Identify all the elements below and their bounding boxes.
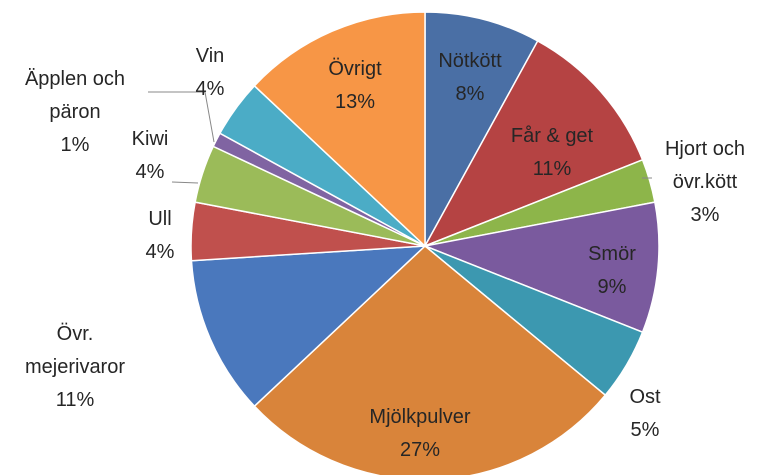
category-label: Smör: [588, 243, 636, 265]
value-label: 11%: [55, 389, 95, 411]
value-label: 9%: [597, 276, 627, 298]
pie-slice: [253, 245, 607, 475]
value-label: 4%: [145, 241, 175, 263]
slice-label: Nötkött 8%: [410, 45, 530, 111]
value-label: 3%: [690, 204, 720, 226]
value-label: 4%: [135, 161, 165, 183]
category-label: Hjort och övr.kött: [664, 138, 746, 193]
category-label: Ost: [629, 386, 661, 408]
value-label: 4%: [195, 78, 225, 100]
slice-label: Äpplen och päron 1%: [13, 63, 138, 162]
value-label: 8%: [455, 83, 485, 105]
slice-label: Ost 5%: [605, 381, 685, 447]
slice-label: Övr. mejerivaror 11%: [5, 318, 145, 417]
category-label: Ull: [148, 208, 172, 230]
category-label: Får & get: [510, 125, 594, 147]
category-label: Nötkött: [438, 50, 502, 72]
category-label: Övr. mejerivaror: [24, 323, 126, 378]
pie-slice: [422, 201, 660, 334]
value-label: 13%: [334, 91, 376, 113]
slice-label: Ull 4%: [130, 203, 190, 269]
pie-slice: [424, 11, 539, 247]
pie-slice: [423, 39, 644, 248]
leader-line: [171, 181, 199, 184]
value-label: 1%: [60, 134, 90, 156]
category-label: Övrigt: [328, 58, 382, 80]
pie-slice: [253, 11, 426, 248]
category-label: Mjölkpulver: [369, 406, 471, 428]
slice-label: Vin 4%: [180, 40, 240, 106]
value-label: 5%: [630, 419, 660, 441]
value-label: 11%: [532, 158, 572, 180]
slice-label: Får & get 11%: [482, 120, 622, 186]
category-label: Äpplen och päron: [24, 68, 126, 123]
category-label: Kiwi: [131, 128, 169, 150]
slice-label: Övrigt 13%: [305, 53, 405, 119]
category-label: Vin: [195, 45, 225, 67]
slice-label: Smör 9%: [562, 238, 662, 304]
slice-label: Kiwi 4%: [115, 123, 185, 189]
slice-label: Mjölkpulver 27%: [340, 401, 500, 467]
leader-line: [148, 91, 215, 143]
slice-label: Hjort och övr.kött 3%: [643, 133, 763, 232]
value-label: 27%: [399, 439, 441, 461]
pie-slice: [190, 245, 428, 408]
